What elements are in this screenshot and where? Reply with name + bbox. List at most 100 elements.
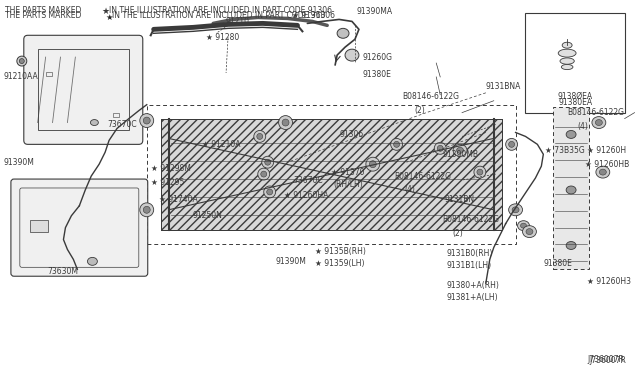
- Ellipse shape: [509, 141, 515, 147]
- Text: ★ 91280: ★ 91280: [206, 33, 239, 42]
- Ellipse shape: [282, 119, 289, 126]
- Text: ★ 91260HB: ★ 91260HB: [585, 160, 629, 169]
- Text: (4): (4): [404, 186, 415, 195]
- Ellipse shape: [477, 169, 483, 175]
- Text: ★ 9135B(RH): ★ 9135B(RH): [316, 247, 366, 256]
- Text: THE PARTS MARKED: THE PARTS MARKED: [5, 6, 81, 15]
- Text: ★: ★: [101, 7, 109, 16]
- Text: (2): (2): [415, 106, 425, 115]
- Bar: [113, 113, 119, 116]
- Ellipse shape: [390, 138, 403, 150]
- Ellipse shape: [596, 166, 610, 178]
- Text: 9131B0(RH): 9131B0(RH): [446, 249, 493, 258]
- Ellipse shape: [561, 64, 573, 70]
- Text: 91390MB: 91390MB: [442, 150, 478, 159]
- Bar: [525, 13, 625, 113]
- Ellipse shape: [506, 138, 518, 150]
- Ellipse shape: [260, 171, 267, 177]
- Ellipse shape: [90, 119, 99, 125]
- Bar: [45, 72, 52, 76]
- Bar: [161, 119, 502, 230]
- Bar: [38, 49, 129, 131]
- Ellipse shape: [140, 113, 154, 128]
- Text: 91390M: 91390M: [4, 158, 35, 167]
- Text: 73630M: 73630M: [47, 267, 79, 276]
- Ellipse shape: [140, 203, 154, 217]
- Text: ★ 91298M: ★ 91298M: [150, 164, 191, 173]
- Ellipse shape: [522, 226, 536, 238]
- Text: ★ 91210A: ★ 91210A: [202, 140, 241, 149]
- Text: ★ 91260H: ★ 91260H: [587, 146, 626, 155]
- Ellipse shape: [558, 49, 576, 57]
- Text: 9131B1(LH): 9131B1(LH): [446, 261, 492, 270]
- Ellipse shape: [592, 116, 606, 128]
- Ellipse shape: [512, 207, 519, 213]
- Ellipse shape: [474, 166, 486, 178]
- Ellipse shape: [453, 144, 467, 156]
- Ellipse shape: [435, 142, 446, 154]
- Ellipse shape: [562, 42, 572, 48]
- Text: ★ 91295: ★ 91295: [150, 177, 184, 186]
- Text: THE PARTS MARKED: THE PARTS MARKED: [5, 12, 81, 20]
- Text: B08146-6122G: B08146-6122G: [395, 171, 452, 180]
- Ellipse shape: [17, 56, 27, 66]
- Text: 9138ØEA: 9138ØEA: [557, 92, 593, 101]
- Ellipse shape: [88, 257, 97, 265]
- Text: 91380+A(RH): 91380+A(RH): [446, 280, 499, 290]
- Text: J736007R: J736007R: [589, 356, 627, 365]
- Ellipse shape: [595, 119, 602, 125]
- Ellipse shape: [526, 229, 533, 235]
- Ellipse shape: [369, 161, 376, 168]
- Ellipse shape: [566, 186, 576, 194]
- Text: ★ 91260H3: ★ 91260H3: [587, 277, 631, 286]
- Text: (2): (2): [452, 229, 463, 238]
- Ellipse shape: [258, 168, 269, 180]
- Text: B08146-6122G: B08146-6122G: [567, 108, 624, 117]
- Ellipse shape: [19, 59, 24, 64]
- Ellipse shape: [254, 131, 266, 142]
- Text: (RH/LH): (RH/LH): [333, 180, 363, 189]
- Ellipse shape: [437, 145, 444, 151]
- Text: IN THE ILLUSTRATION ARE INCLUDED IN PART CODE 91306: IN THE ILLUSTRATION ARE INCLUDED IN PART…: [109, 6, 332, 15]
- Bar: [553, 107, 589, 269]
- Text: 91210AA: 91210AA: [4, 73, 38, 81]
- Text: B08146-6122G: B08146-6122G: [403, 92, 460, 101]
- Ellipse shape: [456, 147, 463, 153]
- Ellipse shape: [566, 131, 576, 138]
- Text: 91380E: 91380E: [543, 259, 572, 268]
- Ellipse shape: [518, 221, 529, 231]
- Text: 73670C: 73670C: [107, 120, 137, 129]
- Text: B08146-6122G: B08146-6122G: [442, 215, 499, 224]
- Ellipse shape: [143, 117, 150, 124]
- Text: 91381+A(LH): 91381+A(LH): [446, 292, 498, 302]
- Text: 91250N: 91250N: [193, 211, 222, 220]
- Text: 91380E: 91380E: [363, 70, 392, 80]
- Ellipse shape: [600, 169, 606, 175]
- Bar: [161, 119, 502, 230]
- Text: J736007R: J736007R: [588, 356, 625, 365]
- Text: (4): (4): [577, 122, 588, 131]
- Text: ★ 91260HA: ★ 91260HA: [284, 192, 328, 201]
- Ellipse shape: [345, 49, 359, 61]
- Text: 91380EA: 91380EA: [558, 98, 592, 107]
- Ellipse shape: [394, 141, 399, 147]
- Text: ★: ★: [105, 13, 113, 22]
- Text: 9131BN: 9131BN: [444, 195, 474, 204]
- Ellipse shape: [520, 223, 527, 228]
- Ellipse shape: [366, 157, 380, 171]
- Text: 73670C: 73670C: [294, 176, 323, 185]
- Ellipse shape: [337, 28, 349, 38]
- Ellipse shape: [566, 241, 576, 250]
- Ellipse shape: [143, 206, 150, 213]
- Ellipse shape: [560, 58, 574, 64]
- Text: 91210: 91210: [225, 17, 249, 26]
- Ellipse shape: [278, 116, 292, 129]
- FancyBboxPatch shape: [24, 35, 143, 144]
- Bar: [147, 105, 516, 244]
- Ellipse shape: [267, 189, 273, 195]
- FancyBboxPatch shape: [11, 179, 148, 276]
- Text: 91390M: 91390M: [276, 257, 307, 266]
- Bar: [29, 220, 47, 232]
- Text: ★ 73B35G: ★ 73B35G: [545, 146, 585, 155]
- Ellipse shape: [262, 156, 274, 168]
